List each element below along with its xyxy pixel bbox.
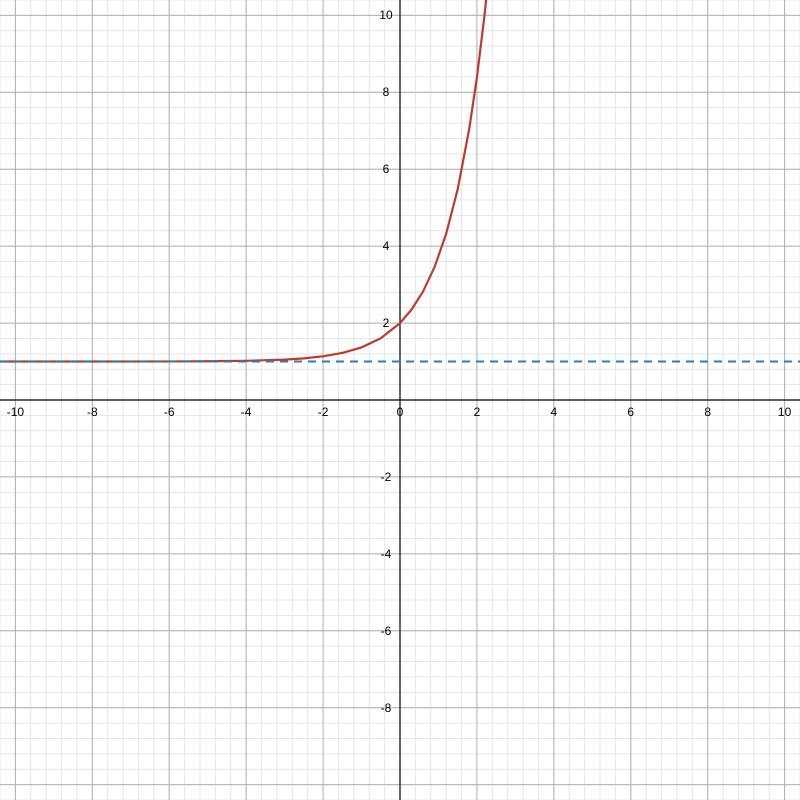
xy-plot: -10 -8 -6 -4 -2 0 2 4 6 8 10 -8 -6 -4 -2 2 4 6 8 10: [0, 0, 800, 800]
y-tick-label: 8: [383, 85, 390, 99]
x-tick-label: 6: [627, 405, 634, 419]
x-tick-label: 4: [551, 405, 558, 419]
x-tick-label: 0: [397, 405, 404, 419]
x-tick-label: 2: [474, 405, 481, 419]
y-tick-label: -8: [381, 701, 392, 715]
x-tick-label: 10: [778, 405, 791, 419]
y-tick-label: 4: [383, 239, 390, 253]
y-tick-label: 10: [379, 8, 392, 22]
plot-canvas: [0, 0, 800, 800]
y-tick-label: 6: [383, 162, 390, 176]
y-tick-label: -6: [381, 624, 392, 638]
x-tick-label: -4: [241, 405, 252, 419]
x-tick-label: 8: [704, 405, 711, 419]
y-tick-label: -4: [381, 547, 392, 561]
x-tick-label: -10: [7, 405, 24, 419]
x-tick-label: -2: [318, 405, 329, 419]
x-tick-label: -8: [87, 405, 98, 419]
y-tick-label: -2: [381, 470, 392, 484]
x-tick-label: -6: [164, 405, 175, 419]
y-tick-label: 2: [383, 316, 390, 330]
